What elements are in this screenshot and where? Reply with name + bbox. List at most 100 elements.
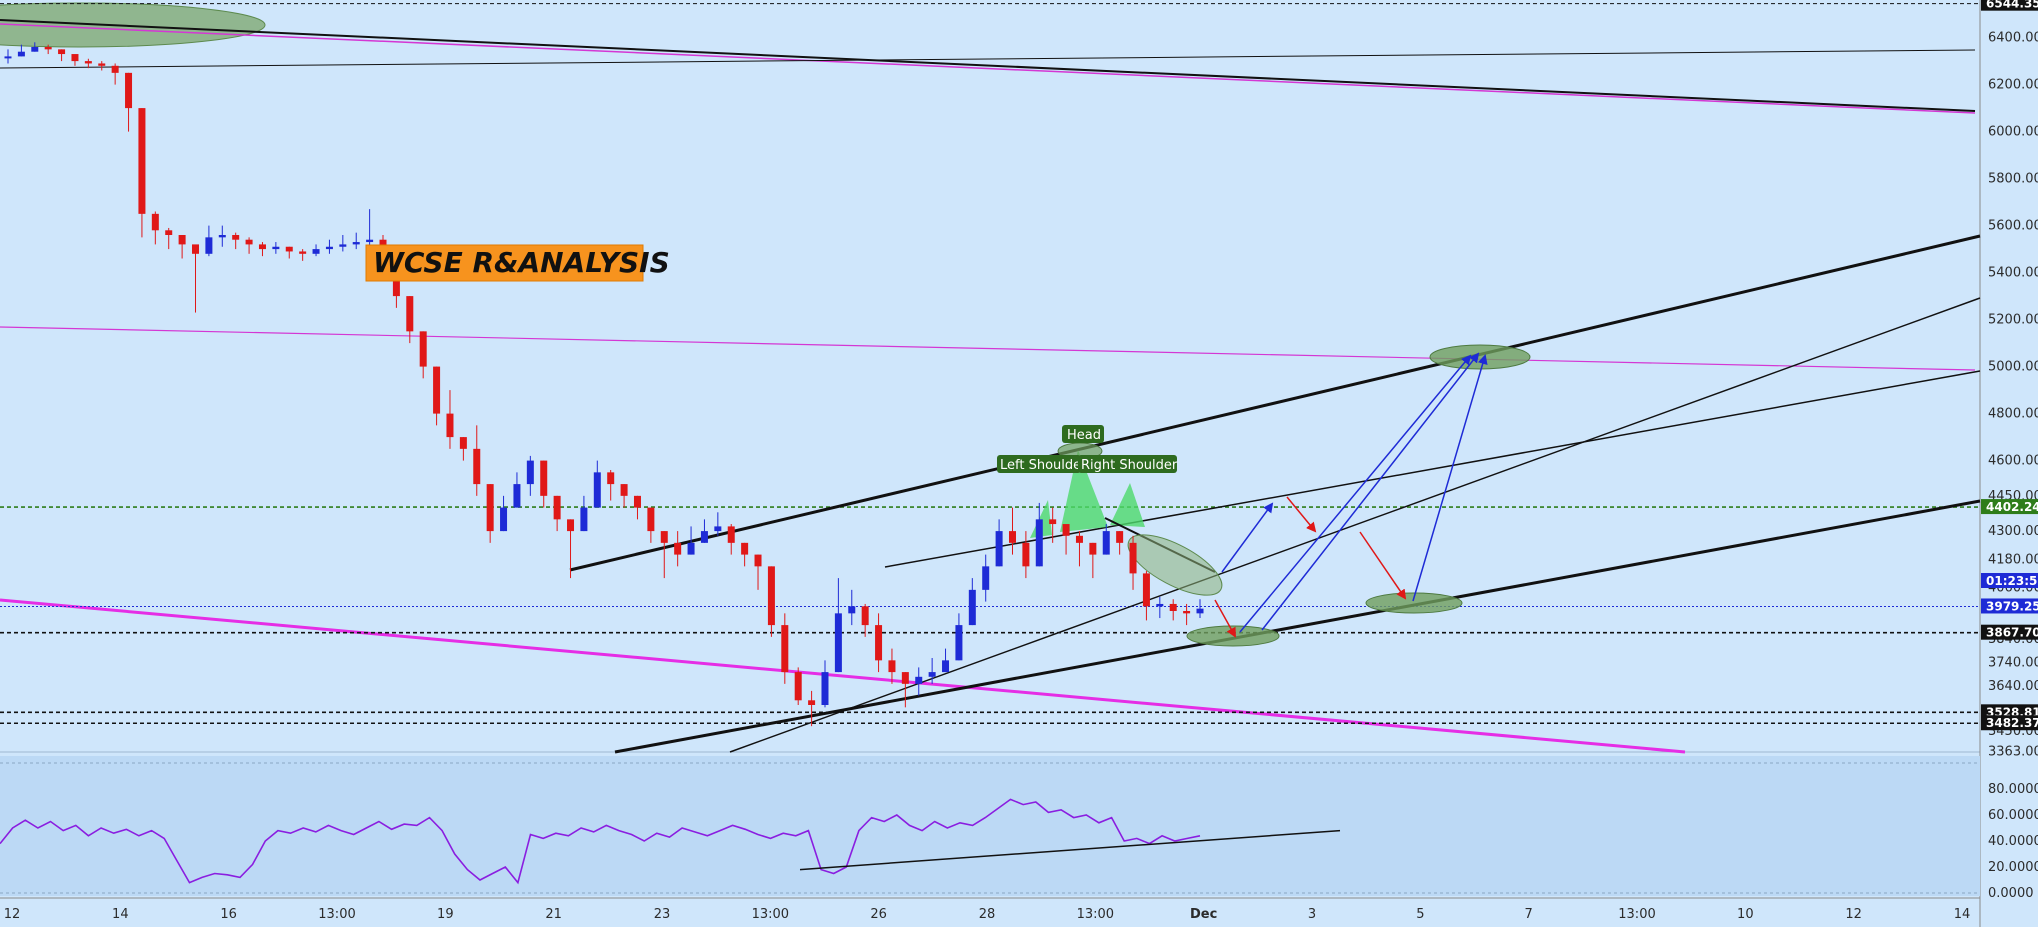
price-tick-label: 5800.00	[1988, 172, 2038, 187]
candle-body	[165, 230, 173, 235]
candle-body	[633, 495, 641, 508]
time-tick-label: 10	[1737, 907, 1754, 922]
candle-body	[178, 235, 186, 245]
candle-body	[714, 526, 722, 532]
candle-body	[848, 606, 856, 614]
candle-body	[727, 526, 735, 543]
candle-body	[620, 484, 628, 496]
time-tick-label: 12	[1845, 907, 1862, 922]
candle-body	[1008, 531, 1016, 543]
candle-body	[1169, 603, 1177, 611]
price-tick-label: 6400.00	[1988, 31, 2038, 46]
candle-body	[232, 235, 240, 240]
candle-body	[968, 589, 976, 626]
time-tick-label: Dec	[1190, 907, 1217, 922]
candle-body	[513, 484, 521, 508]
channel-upper-line	[569, 234, 1981, 572]
candle-body	[446, 413, 454, 438]
candle-body	[58, 49, 66, 55]
candle-body	[928, 672, 936, 677]
candle-body	[406, 296, 414, 332]
candle-body	[258, 244, 266, 250]
candle-body	[915, 676, 923, 684]
price-axis: 6400.00 6200.00 6000.00 5800.00 5600.00 5400.…	[1981, 0, 2038, 901]
candle-body	[31, 47, 39, 52]
candle-body	[352, 242, 360, 245]
candle-body	[272, 246, 280, 250]
countdown-text: 01:23:58	[1986, 574, 2038, 588]
candle-body	[647, 507, 655, 532]
candle-body	[1196, 608, 1204, 614]
support-trendline	[0, 49, 1976, 69]
indicator-tick-label: 20.0000	[1988, 860, 2038, 875]
candle-body	[1142, 573, 1150, 607]
indicator-pane	[0, 756, 1980, 896]
candle-body	[687, 542, 695, 555]
candle-body	[205, 237, 213, 254]
candle-body	[607, 472, 615, 485]
time-tick-label: 19	[437, 907, 454, 922]
candle-body	[1035, 519, 1043, 567]
time-tick-label: 14	[112, 907, 129, 922]
price-level-tag	[1981, 715, 2038, 731]
candle-body	[1129, 542, 1137, 574]
price-tick-label: 6200.00	[1988, 78, 2038, 93]
price-level-tag	[1981, 598, 2038, 614]
candle-body	[473, 448, 481, 485]
support-zone-ellipse	[1365, 592, 1463, 614]
price-level-tag	[1981, 0, 2038, 11]
resistance-trendline	[0, 23, 1976, 114]
price-tick-label: 6000.00	[1988, 125, 2038, 140]
projection-arrow	[1221, 502, 1274, 573]
head-label-box	[1062, 425, 1104, 443]
resistance-trendline	[0, 326, 1976, 371]
time-tick-label: 14	[1954, 907, 1971, 922]
candle-body	[17, 51, 25, 57]
title-box	[365, 244, 644, 282]
time-axis: 12 14 16 13:00 19 21 23 13:00 26 28 13:00 Dec 3 5 7 13:…	[0, 897, 1980, 922]
candle-body	[1022, 542, 1030, 567]
projection-arrow	[1412, 354, 1488, 602]
candle-body	[433, 366, 441, 414]
price-tick-label: 3640.00	[1988, 679, 2038, 694]
left-shoulder-label-box	[997, 455, 1081, 473]
price-tick-label: 4800.00	[1988, 407, 2038, 422]
time-tick-label: 13:00	[318, 907, 355, 922]
rsi-line	[0, 798, 1201, 885]
candle-body	[942, 660, 950, 673]
candle-body	[1156, 603, 1164, 607]
candle-body	[660, 531, 668, 543]
price-tick-label: 3740.00	[1988, 656, 2038, 671]
candle-body	[44, 47, 52, 50]
support-trendline	[0, 598, 1686, 754]
channel-mid-line	[729, 297, 1981, 753]
price-tick-label: 4300.00	[1988, 524, 2038, 539]
candle-body	[1049, 519, 1057, 525]
projection-arrow	[1261, 352, 1480, 631]
candle-body	[593, 472, 601, 508]
head-label: Head	[1067, 428, 1101, 443]
projection-arrow	[1214, 599, 1236, 638]
indicator-tick-label: 60.0000	[1988, 808, 2038, 823]
indicator-tick-label: 40.0000	[1988, 834, 2038, 849]
candle-body	[808, 700, 816, 705]
time-tick-label: 23	[654, 907, 671, 922]
price-tick-label: 5200.00	[1988, 313, 2038, 328]
zone-ellipse	[0, 2, 266, 48]
candle-body	[459, 437, 467, 449]
candle-body	[218, 235, 226, 238]
candle-body	[861, 606, 869, 626]
left-shoulder-shape	[1030, 500, 1052, 538]
price-tick-label: 5600.00	[1988, 219, 2038, 234]
time-tick-label: 5	[1416, 907, 1424, 922]
pattern-zone-ellipse	[1127, 534, 1223, 596]
candle-body	[299, 251, 307, 254]
projection-arrow	[1359, 531, 1407, 600]
time-tick-label: 26	[870, 907, 887, 922]
candle-body	[1089, 542, 1097, 555]
price-level-tag	[1981, 499, 2038, 515]
candle-body	[379, 239, 387, 250]
candle-body	[1062, 524, 1070, 536]
candle-body	[767, 566, 775, 626]
rsi-trendline	[799, 829, 1341, 871]
